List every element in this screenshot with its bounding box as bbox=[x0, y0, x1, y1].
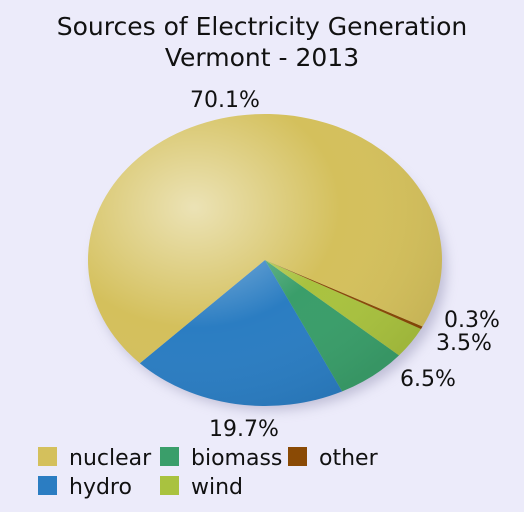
slice-labels: 70.1% 19.7% 6.5% 3.5%0.3% bbox=[190, 88, 500, 442]
chart-subtitle: Vermont - 2013 bbox=[165, 43, 359, 72]
slice-label-biomass: 6.5% bbox=[400, 367, 456, 392]
legend-item-nuclear: nuclear bbox=[38, 446, 152, 471]
legend-swatch-hydro bbox=[38, 476, 57, 495]
legend-label-other: other bbox=[319, 446, 379, 471]
legend-item-hydro: hydro bbox=[38, 475, 132, 500]
slice-label-hydro: 19.7% bbox=[209, 417, 279, 442]
legend-label-hydro: hydro bbox=[69, 475, 132, 500]
legend-swatch-biomass bbox=[160, 447, 179, 466]
slice-label-wind: 3.5% bbox=[436, 331, 492, 356]
legend: nuclear biomass other hydro wind bbox=[38, 446, 379, 500]
legend-swatch-wind bbox=[160, 476, 179, 495]
legend-item-wind: wind bbox=[160, 475, 243, 500]
pie-slices bbox=[87, 114, 443, 406]
legend-item-biomass: biomass bbox=[160, 446, 282, 471]
legend-item-other: other bbox=[288, 446, 379, 471]
legend-swatch-nuclear bbox=[38, 447, 57, 466]
chart-title: Sources of Electricity Generation bbox=[57, 12, 467, 41]
legend-swatch-other bbox=[288, 447, 307, 466]
legend-label-wind: wind bbox=[191, 475, 243, 500]
legend-label-nuclear: nuclear bbox=[69, 446, 152, 471]
legend-label-biomass: biomass bbox=[191, 446, 282, 471]
slice-label-other: 0.3% bbox=[444, 308, 500, 333]
slice-label-nuclear: 70.1% bbox=[190, 88, 260, 113]
